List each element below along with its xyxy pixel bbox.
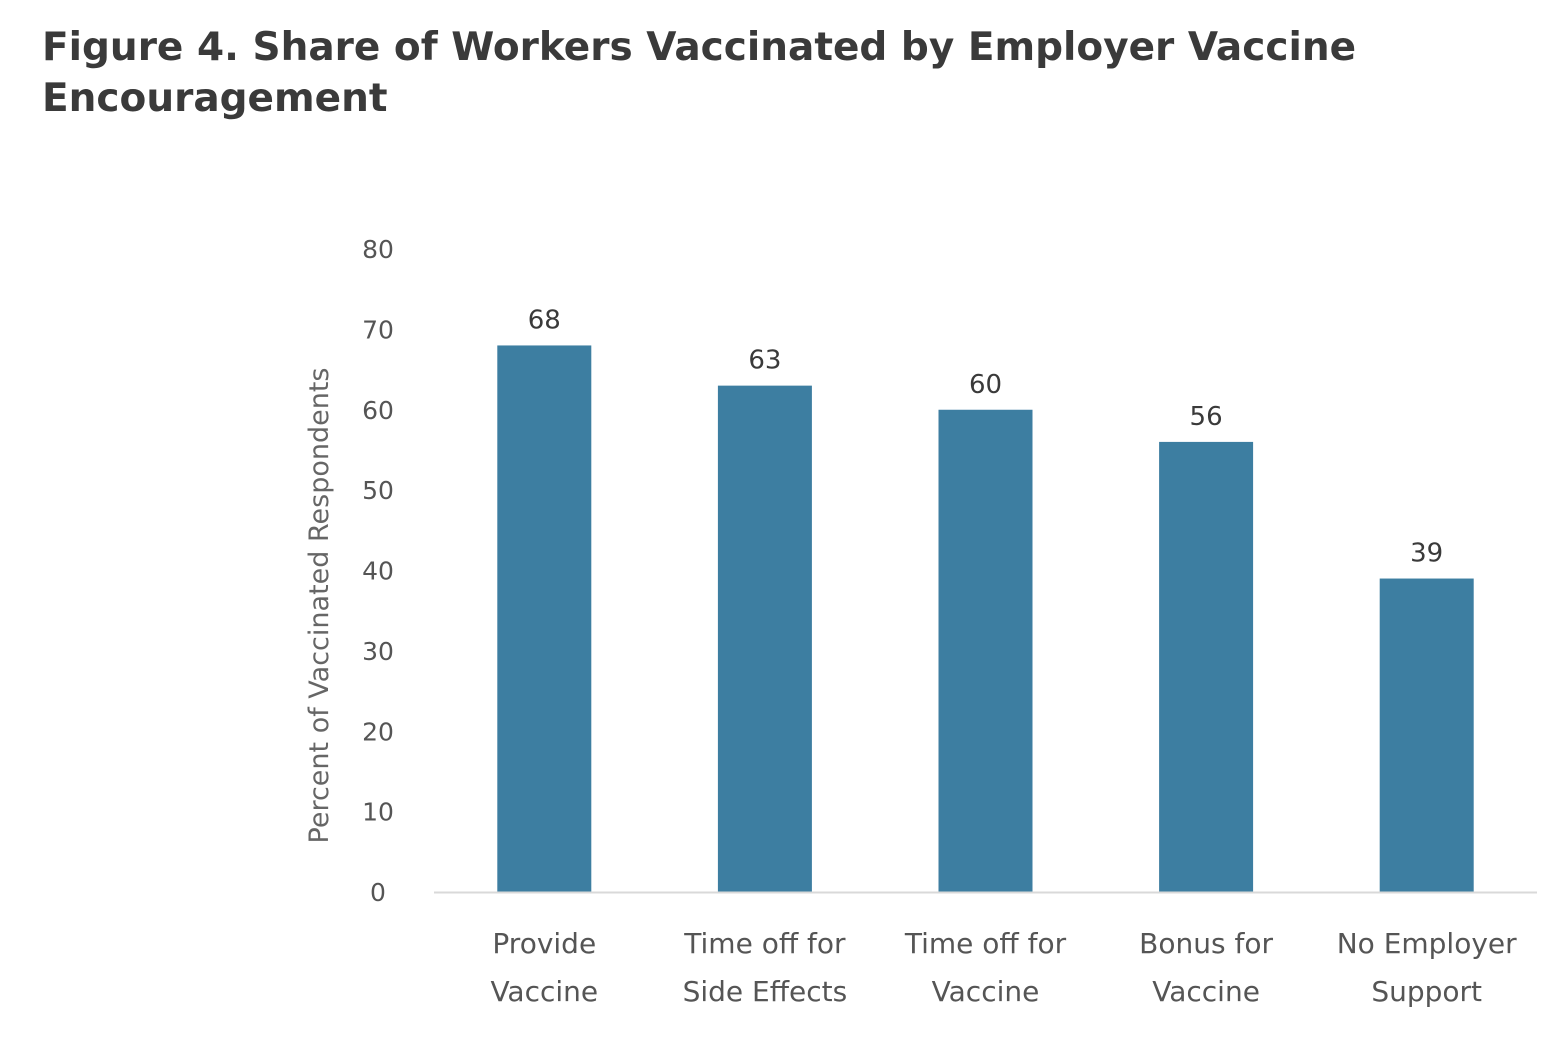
data-label: 60 [969,370,1002,400]
x-tick-label: Time off for [904,927,1067,960]
x-tick-label: Provide [492,927,596,960]
chart-title: Figure 4. Share of Workers Vaccinated by… [42,25,1357,121]
data-label: 68 [528,305,561,335]
y-axis-title: Percent of Vaccinated Respondents [304,368,335,844]
y-axis-ticks: 0 10 20 30 40 50 60 70 80 [362,235,394,907]
y-tick-label: 70 [362,315,394,344]
bar [938,409,1033,892]
data-label: 56 [1190,402,1223,432]
x-tick-label: Side Effects [683,975,848,1008]
y-tick-label: 60 [362,396,394,425]
x-tick-label: Vaccine [1152,975,1260,1008]
x-tick-label: Bonus for [1139,927,1273,960]
y-tick-label: 80 [362,235,394,264]
x-tick-label: Vaccine [490,975,598,1008]
data-labels: 68 63 60 56 39 [528,305,1443,568]
x-tick-label: No Employer [1337,927,1517,960]
data-label: 39 [1410,539,1443,569]
bar [717,385,812,892]
y-tick-label: 0 [370,878,386,907]
bar [497,345,592,892]
y-axis-title-group: Percent of Vaccinated Respondents [304,368,335,844]
x-tick-label: Vaccine [932,975,1040,1008]
x-tick-label: Support [1371,975,1482,1008]
bar [1379,578,1474,892]
y-tick-label: 10 [362,798,394,827]
x-axis-labels: Provide Vaccine Time off for Side Effects Ti… [490,927,1517,1008]
x-tick-label: Time off for [683,927,846,960]
y-tick-label: 50 [362,476,394,505]
bars [497,345,1474,892]
y-tick-label: 20 [362,717,394,746]
data-label: 63 [748,346,781,376]
y-tick-label: 40 [362,557,394,586]
y-tick-label: 30 [362,637,394,666]
bar [1159,441,1254,892]
